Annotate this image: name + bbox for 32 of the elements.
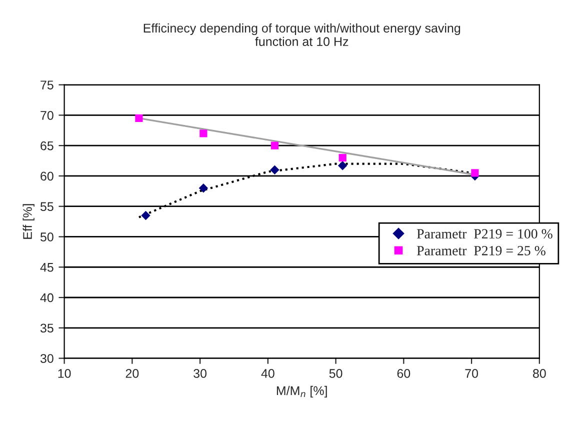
point	[270, 165, 280, 174]
x-tick-label: 50	[329, 369, 342, 378]
point	[471, 169, 479, 177]
x-tick-label: 80	[533, 369, 546, 378]
point	[141, 210, 150, 220]
point	[135, 114, 143, 122]
y-tick-label: 70	[40, 110, 54, 120]
point	[198, 184, 208, 193]
point	[270, 142, 279, 150]
y-tick-label: 40	[40, 293, 54, 302]
y-tick-label: 60	[40, 172, 54, 181]
x-tick-label: 10	[58, 369, 71, 378]
point	[338, 154, 346, 162]
y-tick-label: 35	[40, 324, 54, 333]
y-tick-label: 45	[40, 263, 54, 272]
x-axis-title: M/M$_{n}$ [%]	[276, 386, 327, 398]
y-tick-label: 75	[40, 80, 54, 90]
x-tick-label: 70	[465, 369, 478, 378]
legend-label: Parametr P219 = 25 %	[416, 246, 546, 256]
x-tick-label: 40	[261, 369, 274, 378]
y-tick-label: 65	[40, 141, 54, 150]
chart-title: Efficinecy depending of torque with/without energy saving function at 10 Hz	[144, 23, 460, 46]
y-axis-title: Eff [%]	[22, 204, 34, 239]
legend-label: Parametr P219 = 100 %	[416, 229, 552, 239]
y-tick-label: 55	[40, 202, 54, 211]
point	[200, 130, 208, 138]
x-tick-label: 30	[194, 369, 207, 378]
x-tick-label: 60	[397, 369, 410, 378]
x-tick-label: 20	[126, 369, 139, 378]
point	[338, 161, 348, 170]
y-tick-label: 30	[40, 354, 54, 363]
y-tick-label: 50	[40, 232, 54, 242]
